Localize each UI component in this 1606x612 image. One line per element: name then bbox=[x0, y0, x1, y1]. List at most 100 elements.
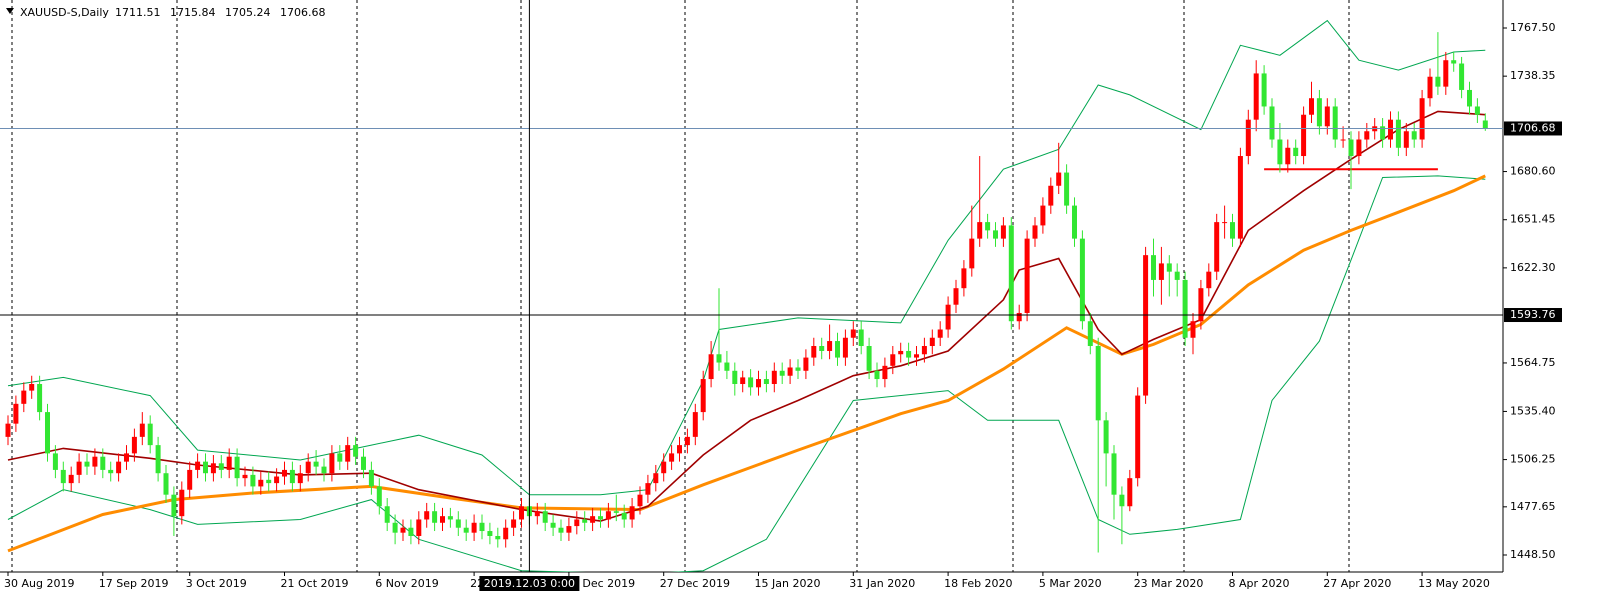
indicator-line bbox=[7, 110, 1486, 522]
candle-body bbox=[945, 304, 951, 330]
candle-body bbox=[724, 362, 730, 371]
candle-body bbox=[779, 370, 785, 376]
candle-body bbox=[139, 423, 145, 437]
candle-body bbox=[1214, 222, 1220, 272]
candle-body bbox=[1482, 120, 1488, 129]
candle-body bbox=[203, 461, 208, 474]
candle-body bbox=[345, 445, 351, 462]
candle-body bbox=[479, 522, 485, 532]
candle-body bbox=[669, 453, 675, 462]
candle-body bbox=[1253, 73, 1259, 120]
candle-body bbox=[1277, 139, 1283, 165]
candle-body bbox=[1032, 225, 1038, 239]
candle-body bbox=[1459, 63, 1465, 90]
candle-body bbox=[827, 341, 833, 351]
candle-body bbox=[1443, 60, 1449, 87]
candle-body bbox=[590, 516, 596, 523]
candle-body bbox=[471, 522, 477, 533]
candle-body bbox=[392, 522, 398, 533]
candle-body bbox=[1237, 156, 1243, 239]
candle-body bbox=[850, 329, 856, 338]
candle-body bbox=[463, 527, 469, 533]
candle-body bbox=[534, 511, 540, 517]
candle-body bbox=[361, 456, 366, 470]
candle-body bbox=[1245, 119, 1251, 157]
candle-body bbox=[432, 511, 438, 523]
candle-body bbox=[898, 350, 904, 355]
candle-body bbox=[1087, 321, 1093, 347]
candle-body bbox=[993, 230, 998, 239]
candle-body bbox=[124, 453, 129, 462]
candle-body bbox=[953, 288, 959, 305]
candle-body bbox=[574, 519, 580, 527]
y-tick-label: 1738.35 bbox=[1510, 69, 1556, 82]
candle-body bbox=[131, 436, 137, 454]
candle-body bbox=[1364, 131, 1370, 140]
candle-body bbox=[384, 506, 390, 523]
candle-body bbox=[1348, 139, 1354, 157]
candle-body bbox=[1388, 119, 1393, 140]
candle-body bbox=[29, 384, 35, 391]
crosshair-price-label: 1593.76 bbox=[1510, 308, 1556, 321]
x-tick-label: 10 Dec 2019 bbox=[565, 577, 635, 590]
candle-body bbox=[163, 473, 169, 495]
candle-body bbox=[1435, 76, 1441, 87]
x-tick-label: 8 Apr 2020 bbox=[1229, 577, 1290, 590]
candle-body bbox=[740, 377, 746, 385]
candle-body bbox=[1056, 172, 1062, 186]
candle-body bbox=[116, 461, 122, 474]
candle-body bbox=[424, 511, 430, 520]
candle-body bbox=[621, 512, 627, 520]
candle-body bbox=[282, 469, 287, 477]
candle-body bbox=[882, 365, 888, 380]
candle-body bbox=[511, 519, 517, 528]
candle-body bbox=[756, 379, 761, 388]
candle-body bbox=[1269, 106, 1275, 140]
candle-body bbox=[874, 370, 880, 380]
candle-body bbox=[1135, 395, 1141, 479]
x-tick-label: 27 Apr 2020 bbox=[1323, 577, 1391, 590]
x-tick-label: 5 Mar 2020 bbox=[1039, 577, 1102, 590]
y-tick-label: 1651.45 bbox=[1510, 213, 1556, 226]
candle-body bbox=[250, 474, 256, 487]
y-tick-label: 1680.60 bbox=[1510, 165, 1556, 178]
candle-body bbox=[179, 489, 185, 517]
candle-body bbox=[503, 527, 509, 540]
candle-body bbox=[1411, 131, 1417, 140]
candle-body bbox=[84, 461, 90, 467]
candle-body bbox=[598, 516, 603, 520]
y-tick-label: 1477.65 bbox=[1510, 500, 1556, 513]
menu-arrow[interactable] bbox=[6, 8, 14, 14]
candle-body bbox=[1103, 420, 1109, 454]
candle-body bbox=[1048, 185, 1054, 206]
candle-body bbox=[1000, 225, 1006, 239]
candle-body bbox=[1143, 255, 1149, 396]
candle-body bbox=[68, 474, 74, 484]
candle-body bbox=[1261, 73, 1267, 107]
candle-body bbox=[1293, 147, 1299, 157]
candle-body bbox=[76, 461, 82, 475]
candle-body bbox=[1166, 263, 1172, 272]
candle-body bbox=[969, 238, 975, 269]
candle-body bbox=[866, 346, 872, 371]
indicator-line bbox=[7, 174, 1486, 553]
candle-body bbox=[329, 453, 335, 474]
candle-body bbox=[1301, 114, 1307, 157]
candle-body bbox=[906, 350, 912, 358]
candle-body bbox=[1332, 106, 1338, 140]
candle-body bbox=[1230, 222, 1235, 239]
candle-body bbox=[1119, 494, 1125, 507]
candle-body bbox=[890, 354, 896, 366]
candle-body bbox=[1190, 321, 1196, 338]
candle-body bbox=[716, 354, 722, 363]
x-tick-label: 17 Sep 2019 bbox=[99, 577, 169, 590]
candle-body bbox=[937, 329, 943, 338]
candle-body bbox=[1198, 288, 1204, 322]
candle-body bbox=[914, 354, 919, 358]
candle-body bbox=[929, 337, 935, 347]
candle-body bbox=[1064, 172, 1070, 206]
candle-body bbox=[274, 476, 280, 484]
candle-body bbox=[1174, 271, 1180, 280]
candle-body bbox=[305, 461, 311, 474]
candle-body bbox=[495, 535, 501, 540]
